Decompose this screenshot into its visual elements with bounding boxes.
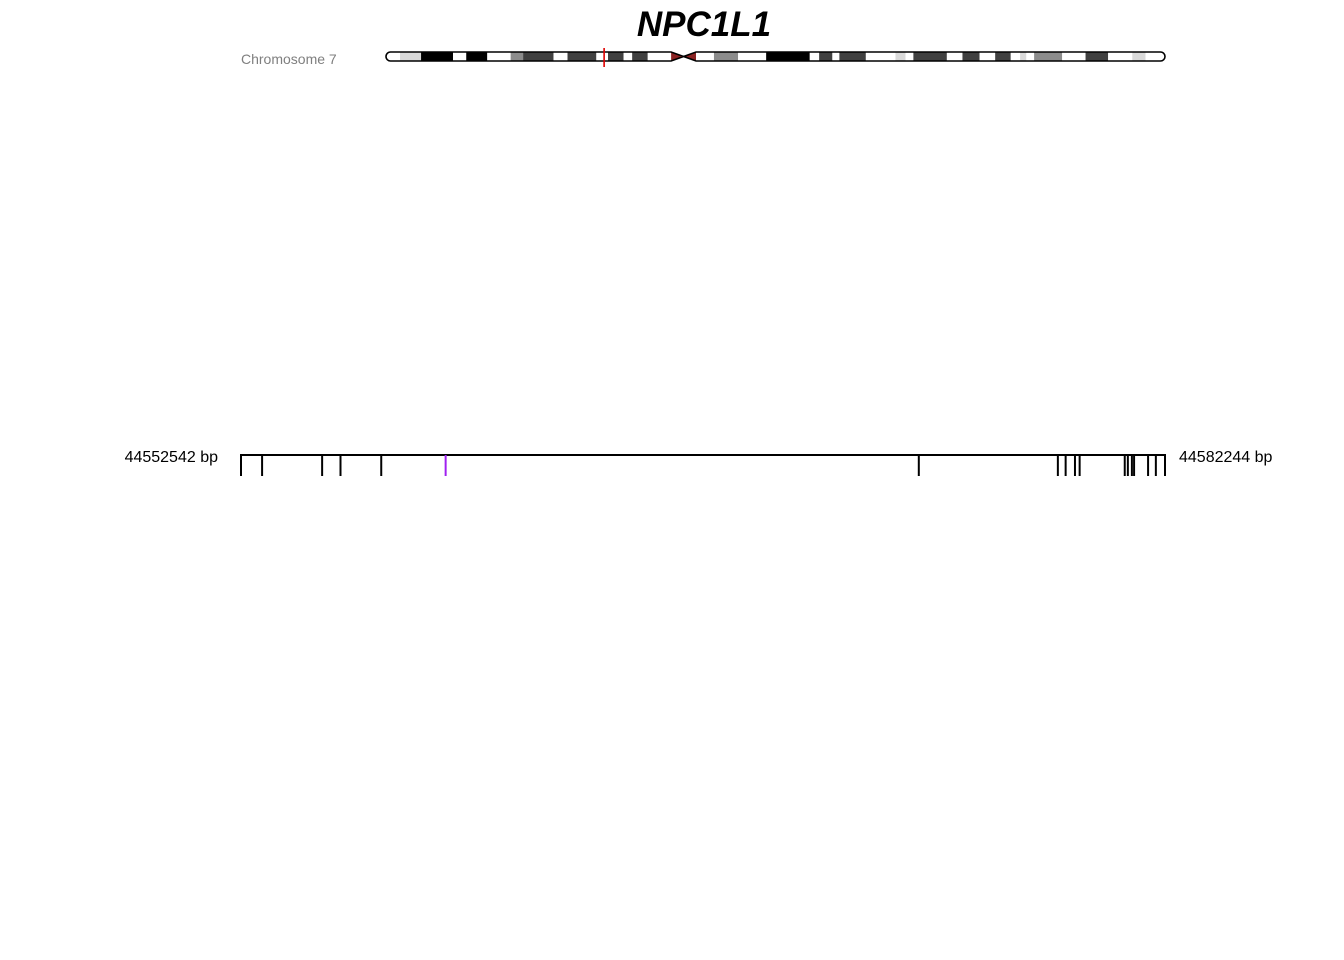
chromosome-band-gpos75 bbox=[839, 52, 866, 61]
chromosome-band-gneg bbox=[946, 52, 963, 61]
chromosome-ideogram bbox=[385, 48, 1166, 67]
chromosome-band-gpos75 bbox=[523, 52, 554, 61]
chromosome-band-gneg bbox=[905, 52, 914, 61]
chromosome-band-gpos25 bbox=[895, 52, 906, 61]
chromosome-band-gneg bbox=[832, 52, 840, 61]
chromosome-band-gneg bbox=[1062, 52, 1086, 61]
chromosome-band-gpos75 bbox=[567, 52, 597, 61]
chromosome-band-gneg bbox=[809, 52, 820, 61]
chromosome-band-gneg bbox=[647, 52, 672, 61]
chromosome-band-gneg bbox=[596, 52, 609, 61]
chromosome-band-gneg bbox=[1145, 52, 1165, 61]
chromosome-band-gpos50 bbox=[1034, 52, 1063, 61]
chromosome-band-gpos25 bbox=[1132, 52, 1146, 61]
chromosome-band-gneg bbox=[865, 52, 896, 61]
chromosome-band-gneg bbox=[738, 52, 767, 61]
gene-end-coordinate: 44582244 bp bbox=[1179, 449, 1273, 466]
chromosome-band-gneg bbox=[386, 52, 401, 61]
chromosome-band-gpos100 bbox=[421, 52, 453, 61]
chromosome-band-gneg bbox=[452, 52, 467, 61]
gene-model: 44552542 bp 44582244 bp bbox=[125, 449, 1273, 476]
chromosome-band-gpos75 bbox=[632, 52, 648, 61]
chromosome-label: Chromosome 7 bbox=[241, 51, 337, 67]
ideogram-outline bbox=[385, 51, 1166, 62]
gene-start-coordinate: 44552542 bp bbox=[125, 449, 219, 466]
chromosome-band-gneg bbox=[487, 52, 511, 61]
chromosome-band-gneg bbox=[553, 52, 568, 61]
chromosome-band-gneg bbox=[623, 52, 633, 61]
chromosome-band-gneg bbox=[1010, 52, 1021, 61]
chromosome-band-gneg bbox=[696, 52, 714, 61]
chromosome-band-gpos25 bbox=[1020, 52, 1027, 61]
chromosome-band-gpos75 bbox=[962, 52, 980, 61]
chromosome-band-acen bbox=[683, 52, 697, 61]
chromosome-band-gpos50 bbox=[713, 52, 739, 61]
chromosome-band-gpos100 bbox=[766, 52, 810, 61]
chromosome-band-gpos25 bbox=[400, 52, 422, 61]
chromosome-band-acen bbox=[671, 52, 684, 61]
chromosome-band-gpos75 bbox=[608, 52, 624, 61]
ideogram-bands bbox=[386, 52, 1165, 61]
chromosome-band-gneg bbox=[1108, 52, 1133, 61]
chromosome-band-gpos75 bbox=[913, 52, 947, 61]
chromosome-band-gpos100 bbox=[466, 52, 488, 61]
gene-title: NPC1L1 bbox=[637, 5, 771, 44]
exon-ticks bbox=[240, 455, 1166, 476]
chromosome-band-gpos75 bbox=[1085, 52, 1109, 61]
chromosome-band-gpos50 bbox=[510, 52, 524, 61]
chromosome-band-gneg bbox=[1026, 52, 1035, 61]
chromosome-band-gpos75 bbox=[995, 52, 1011, 61]
chromosome-band-gneg bbox=[979, 52, 996, 61]
chromosome-band-gpos75 bbox=[819, 52, 833, 61]
